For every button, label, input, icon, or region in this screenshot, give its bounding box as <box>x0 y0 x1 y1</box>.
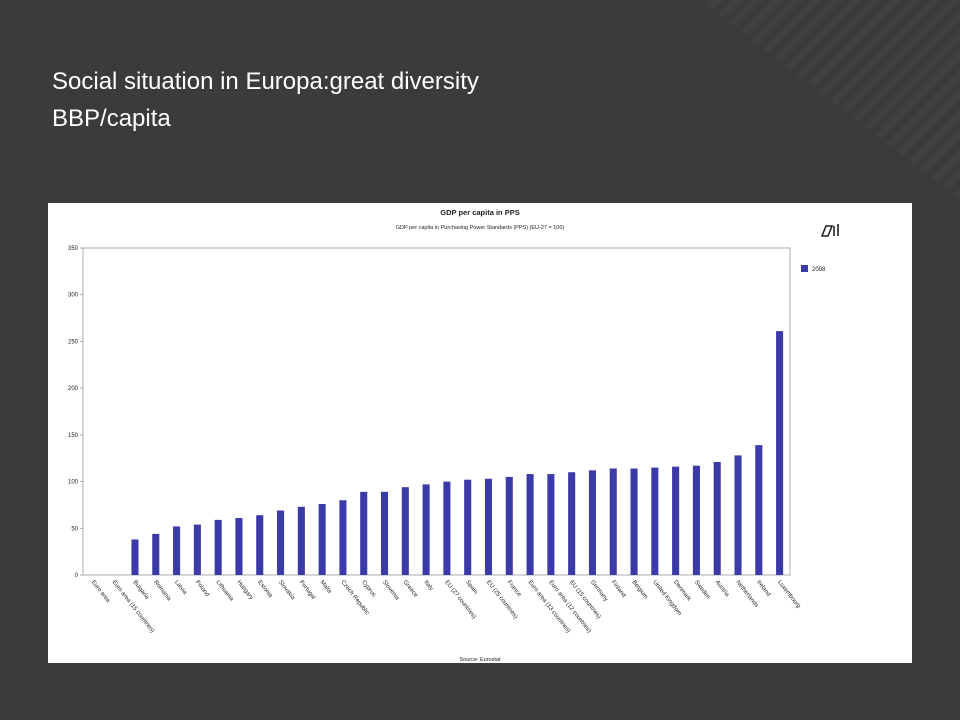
y-tick-label: 200 <box>68 386 79 392</box>
bar <box>131 539 139 575</box>
plot-area <box>82 247 791 576</box>
y-tick-label: 300 <box>68 293 79 299</box>
bar <box>692 465 700 575</box>
chart-subtitle: GDP per capita in Purchasing Power Stand… <box>396 225 565 231</box>
source: Source: Eurostat <box>460 657 501 663</box>
bar <box>235 518 243 575</box>
bar <box>734 455 742 575</box>
bar <box>152 533 160 575</box>
bar <box>401 487 409 575</box>
y-tick-label: 150 <box>68 433 79 439</box>
chart-image <box>48 203 912 663</box>
bar <box>547 474 555 575</box>
bar <box>422 484 430 575</box>
bar <box>609 468 617 575</box>
y-tick-label: 0 <box>75 573 79 579</box>
y-tick-label: 50 <box>71 526 78 532</box>
legend-label: 2008 <box>812 267 826 273</box>
bar <box>256 515 264 575</box>
bar <box>318 503 326 575</box>
bar <box>672 466 680 575</box>
bar <box>755 445 763 575</box>
bar <box>380 491 389 575</box>
slide-title: BBP/capita <box>52 105 171 132</box>
bar <box>173 526 181 575</box>
logo <box>820 224 839 237</box>
bar <box>588 470 596 575</box>
bar <box>484 478 493 575</box>
x-tick-label: Italy <box>423 580 435 592</box>
bar <box>277 510 285 575</box>
y-tick-label: 350 <box>68 246 79 252</box>
bar <box>776 331 784 575</box>
bar <box>713 461 721 575</box>
y-tick-label: 100 <box>68 480 79 486</box>
bar <box>630 468 638 575</box>
bar <box>464 479 472 575</box>
bar <box>339 500 347 575</box>
bar <box>526 474 534 575</box>
bar <box>651 467 659 575</box>
bar <box>568 472 576 575</box>
slide-title: Social situation in Europa:great diversi… <box>52 68 479 95</box>
bar <box>193 524 201 575</box>
bar <box>214 519 222 575</box>
bar <box>443 481 451 575</box>
legend-swatch <box>801 265 808 272</box>
stripes <box>0 0 960 200</box>
bar <box>360 491 368 575</box>
y-tick-label: 250 <box>68 339 79 345</box>
chart-title: GDP per capita in PPS <box>440 208 519 217</box>
bar <box>297 506 305 575</box>
bar <box>505 476 513 575</box>
